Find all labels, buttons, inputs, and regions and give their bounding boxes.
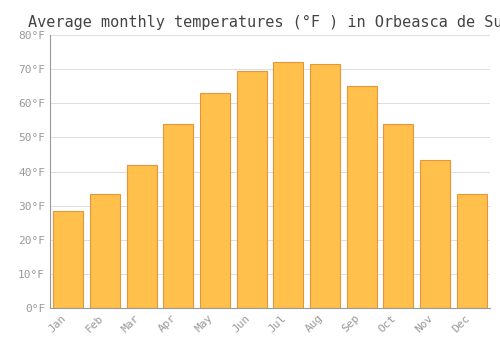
Bar bbox=[310, 64, 340, 308]
Bar bbox=[236, 71, 266, 308]
Bar bbox=[456, 194, 486, 308]
Bar bbox=[126, 164, 156, 308]
Bar bbox=[90, 194, 120, 308]
Bar bbox=[200, 93, 230, 308]
Bar bbox=[274, 62, 304, 308]
Bar bbox=[346, 86, 376, 308]
Bar bbox=[420, 160, 450, 308]
Bar bbox=[164, 124, 194, 308]
Bar bbox=[54, 211, 84, 308]
Title: Average monthly temperatures (°F ) in Orbeasca de Sus: Average monthly temperatures (°F ) in Or… bbox=[28, 15, 500, 30]
Bar bbox=[384, 124, 414, 308]
